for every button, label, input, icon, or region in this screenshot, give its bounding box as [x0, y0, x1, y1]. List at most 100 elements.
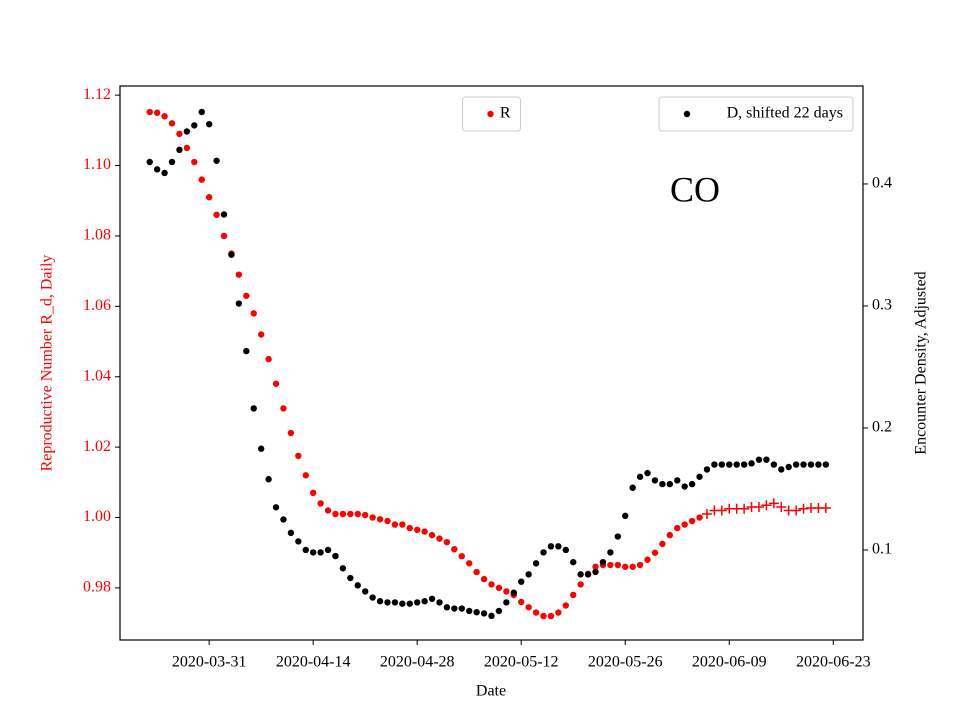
point — [436, 599, 443, 606]
point — [287, 429, 295, 437]
point — [257, 331, 265, 338]
point — [324, 507, 332, 514]
point — [785, 463, 792, 471]
point — [740, 461, 748, 468]
point — [503, 588, 510, 595]
point — [518, 598, 525, 606]
point — [807, 461, 815, 468]
point — [659, 540, 666, 548]
point — [776, 501, 787, 512]
annotation: CO — [670, 169, 720, 209]
point — [354, 582, 361, 589]
point — [532, 560, 540, 567]
point — [488, 581, 495, 588]
point — [525, 571, 532, 578]
point — [309, 489, 317, 497]
point — [696, 473, 703, 480]
point — [198, 176, 205, 183]
point — [414, 599, 421, 606]
point — [547, 543, 555, 550]
point — [347, 510, 354, 518]
point — [607, 549, 614, 556]
point — [629, 484, 636, 491]
point — [701, 508, 712, 519]
x-tick-label: 2020-05-26 — [588, 654, 663, 671]
point — [213, 157, 220, 164]
point — [495, 584, 503, 592]
point — [644, 469, 651, 477]
point — [636, 473, 644, 480]
point — [339, 510, 347, 518]
x-axis-label: Date — [476, 683, 506, 700]
point — [451, 545, 458, 553]
point — [451, 605, 458, 612]
point — [592, 568, 599, 576]
point — [153, 109, 161, 116]
y-tick-label: 1.12 — [83, 86, 111, 103]
point — [510, 589, 517, 596]
point — [198, 108, 205, 116]
point — [384, 599, 391, 606]
point — [822, 461, 830, 468]
point — [421, 598, 428, 605]
point — [674, 524, 681, 532]
point — [265, 476, 272, 483]
point — [644, 556, 651, 563]
point — [674, 477, 681, 484]
y-tick-label: 1.10 — [83, 156, 111, 173]
point — [495, 607, 503, 615]
point — [146, 158, 153, 166]
y-tick-label: 1.06 — [83, 297, 111, 314]
legend-label: R — [500, 105, 511, 122]
point — [443, 538, 451, 546]
legend-box — [658, 96, 854, 132]
point — [555, 609, 562, 616]
point — [243, 347, 250, 355]
y-tick-label: 1.00 — [83, 508, 111, 525]
point — [384, 517, 391, 525]
point — [696, 514, 703, 521]
point — [332, 510, 339, 518]
point — [800, 461, 807, 468]
legend-label: D, shifted 22 days — [727, 105, 843, 122]
point — [228, 251, 235, 258]
point — [748, 460, 755, 467]
legend-marker — [487, 110, 494, 118]
point — [629, 563, 636, 570]
point — [361, 588, 369, 595]
point — [443, 604, 451, 611]
point — [570, 558, 577, 566]
point — [480, 575, 488, 583]
legend-marker — [683, 110, 691, 118]
point — [562, 602, 569, 609]
point — [191, 122, 198, 129]
point — [324, 546, 332, 554]
point — [265, 355, 272, 363]
point — [250, 405, 257, 412]
point — [792, 461, 800, 468]
point — [220, 211, 228, 218]
point — [778, 466, 785, 473]
point — [376, 516, 384, 523]
point — [473, 568, 480, 576]
point — [562, 546, 569, 554]
point — [235, 271, 243, 278]
point — [272, 504, 280, 511]
point — [711, 461, 718, 468]
point — [205, 120, 213, 128]
point — [666, 531, 674, 539]
point — [428, 531, 436, 539]
y-axis-label: Reproductive Number R_d, Daily — [39, 255, 56, 472]
point — [302, 472, 309, 479]
point — [280, 405, 287, 412]
point — [503, 599, 510, 606]
point — [525, 604, 532, 611]
point — [399, 600, 406, 607]
point — [257, 445, 265, 452]
point — [540, 612, 547, 620]
point — [547, 612, 555, 620]
point — [332, 552, 339, 560]
point — [295, 538, 302, 545]
point — [716, 505, 727, 516]
point — [733, 461, 740, 468]
